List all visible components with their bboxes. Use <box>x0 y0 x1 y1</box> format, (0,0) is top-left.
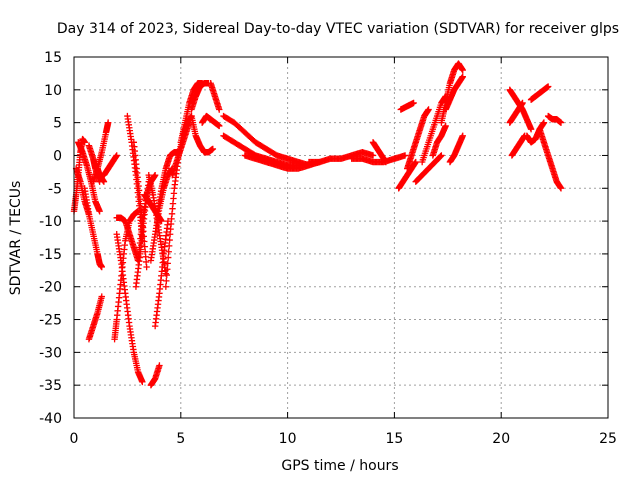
y-tick-labels: 15 10 5 0 -5 -10 -15 -20 -25 -30 -35 -40 <box>39 50 62 427</box>
data-point <box>163 277 170 285</box>
data-point <box>544 83 552 90</box>
data-point <box>165 242 173 250</box>
data-point <box>369 152 377 159</box>
data-point <box>209 145 217 153</box>
data-point <box>412 158 419 166</box>
data-point <box>459 132 466 139</box>
series-arc-p <box>134 171 159 264</box>
data-point <box>557 185 565 192</box>
data-point <box>151 171 159 179</box>
series-arc-aj <box>395 158 419 192</box>
data-point <box>557 119 565 126</box>
data-point <box>163 271 170 279</box>
data-point <box>164 260 171 267</box>
x-tick-label: 25 <box>599 431 617 447</box>
series-arc-i <box>100 152 120 179</box>
data-point <box>143 263 150 271</box>
series-arc-ah <box>348 152 409 166</box>
y-tick-label: -15 <box>39 247 62 263</box>
data-point <box>540 119 548 126</box>
y-tick-label: 10 <box>44 83 62 99</box>
series-arc-au <box>508 132 528 159</box>
plot-frame <box>73 56 609 419</box>
data-point <box>166 236 173 244</box>
data-point <box>162 283 170 290</box>
x-tick-label: 15 <box>385 431 403 447</box>
data-point <box>459 66 466 74</box>
y-tick-label: -20 <box>39 280 62 296</box>
data-point <box>81 139 88 146</box>
data-point <box>96 208 103 215</box>
data-point <box>162 270 170 277</box>
y-tick-label: -5 <box>48 181 62 197</box>
data-point <box>165 248 172 255</box>
data-point <box>104 119 112 126</box>
x-axis-label: GPS time / hours <box>281 458 398 474</box>
data-point <box>410 99 417 107</box>
series-arc-ar <box>446 132 466 166</box>
series-arc-ab <box>198 112 223 130</box>
x-tick-label: 5 <box>176 431 185 447</box>
series-arc-an <box>397 99 417 113</box>
series-arc-aa <box>188 112 217 156</box>
y-tick-label: 15 <box>44 50 62 66</box>
data-point <box>436 153 444 161</box>
series-arc-ag <box>305 148 377 166</box>
series-arc-af <box>241 152 323 172</box>
data-point <box>98 263 105 271</box>
data-point <box>437 152 444 160</box>
series-arc-d <box>81 185 105 271</box>
y-tick-label: 0 <box>53 148 62 164</box>
data-point <box>113 152 120 159</box>
y-tick-label: 5 <box>53 116 62 132</box>
data-point <box>165 254 172 261</box>
series-arc-ac <box>207 80 223 113</box>
x-tick-label: 0 <box>70 431 79 447</box>
series-arc-w <box>162 112 195 290</box>
data-point <box>382 158 390 166</box>
data-point <box>527 126 535 133</box>
series-arc-h <box>94 165 108 185</box>
series-arc-aq <box>442 73 466 113</box>
series-arc-ax <box>536 126 565 192</box>
data-point <box>164 217 172 225</box>
data-point <box>216 106 223 113</box>
series-arc-al <box>412 152 445 185</box>
series-arc-ak <box>404 106 432 172</box>
data-point <box>401 152 409 159</box>
x-tick-label: 10 <box>279 431 297 447</box>
y-tick-label: -35 <box>39 378 62 394</box>
series-arc-g <box>85 293 105 343</box>
data-point <box>459 73 466 80</box>
y-axis-label: SDTVAR / TECUs <box>8 181 24 296</box>
data-point <box>425 106 432 113</box>
data-point <box>139 378 146 386</box>
series-arc-aw <box>527 83 552 103</box>
y-tick-label: -10 <box>39 214 62 230</box>
data-point <box>164 266 171 273</box>
y-tick-label: -40 <box>39 411 62 427</box>
y-tick-label: -30 <box>39 345 62 361</box>
data-points <box>70 60 565 389</box>
data-point <box>98 293 105 300</box>
data-point <box>438 152 445 159</box>
series-arc-ay <box>544 112 565 126</box>
y-tick-label: -25 <box>39 313 62 329</box>
series-arc-ap <box>438 60 466 126</box>
data-point <box>156 362 163 369</box>
data-point <box>442 122 449 130</box>
series-arc-t <box>147 362 163 389</box>
series-arc-at <box>506 99 526 126</box>
chart-title: Day 314 of 2023, Sidereal Day-to-day VTE… <box>57 21 619 37</box>
series-arc-k <box>113 231 146 386</box>
series-arc-ai <box>369 139 390 166</box>
data-point <box>216 122 223 130</box>
data-point <box>100 178 108 185</box>
x-tick-labels: 0 5 10 15 20 25 <box>70 431 617 447</box>
data-point <box>519 99 526 107</box>
series-arc-ao <box>429 122 449 159</box>
x-tick-label: 20 <box>492 431 510 447</box>
series-arc-u <box>151 217 172 330</box>
